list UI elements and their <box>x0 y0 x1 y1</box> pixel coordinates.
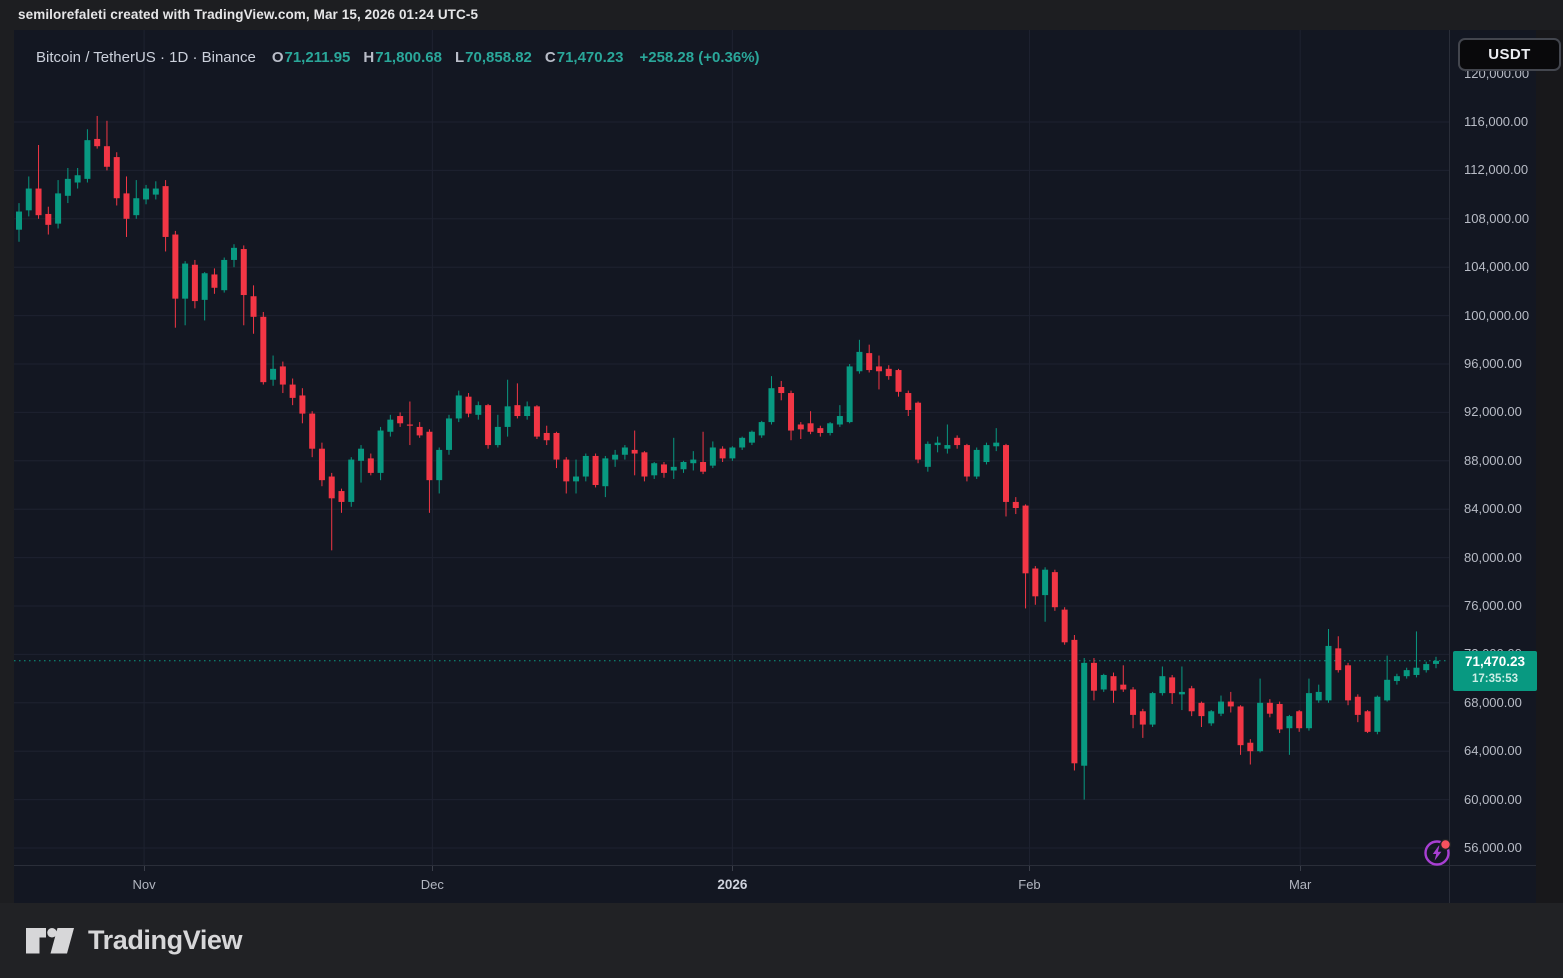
right-margin <box>1536 30 1563 903</box>
lightning-ring-icon <box>1424 840 1450 866</box>
price-axis-label: 116,000.00 <box>1464 114 1529 129</box>
current-price-badge: 71,470.23 17:35:53 <box>1453 650 1537 691</box>
currency-unit-button[interactable]: USDT <box>1458 38 1561 71</box>
price-axis-label: 56,000.00 <box>1464 840 1522 855</box>
ohlc-values: O 71,211.95 H 71,800.68 L 70,858.82 C 71,470.23 <box>272 49 624 66</box>
time-axis-tick <box>732 866 734 871</box>
time-axis-tick <box>144 866 146 871</box>
price-axis-label: 68,000.00 <box>1464 694 1522 710</box>
time-axis-label-nov: Nov <box>132 877 156 892</box>
price-axis-label: 112,000.00 <box>1464 162 1529 178</box>
current-price-value: 71,470.23 <box>1464 653 1526 669</box>
alert-dot-icon <box>1441 840 1450 849</box>
ohlc-h: H 71,800.68 <box>363 48 442 66</box>
price-axis-label: 76,000.00 <box>1464 598 1522 613</box>
attribution-bar: semilorefaleti created with TradingView.… <box>0 0 1563 30</box>
time-axis-tick <box>432 866 434 871</box>
price-axis-label: 92,000.00 <box>1464 404 1522 420</box>
price-axis-label: 60,000.00 <box>1464 791 1522 807</box>
tradingview-logo[interactable]: TradingView <box>24 925 243 956</box>
price-axis-label: 96,000.00 <box>1464 356 1522 371</box>
price-axis-label: 100,000.00 <box>1464 307 1530 323</box>
footer-bar: TradingView <box>0 903 1563 978</box>
quick-search-icon[interactable] <box>1421 836 1454 869</box>
time-axis-label-dec: Dec <box>420 877 444 892</box>
ohlc-c: C 71,470.23 <box>544 48 624 66</box>
time-axis-label-2026: 2026 <box>717 877 748 892</box>
ohlc-l: L 70,858.82 <box>454 48 532 66</box>
price-axis-label: 80,000.00 <box>1464 549 1522 565</box>
attribution-text: semilorefaleti created with TradingView.… <box>18 7 479 22</box>
time-axis-label-mar: Mar <box>1288 877 1312 892</box>
bar-countdown: 17:35:53 <box>1471 672 1519 685</box>
price-axis-label: 64,000.00 <box>1464 743 1522 759</box>
time-axis-tick <box>1029 866 1031 871</box>
time-axis-tick <box>1300 866 1302 871</box>
candlestick-chart[interactable] <box>14 30 1536 903</box>
time-axis-label-feb: Feb <box>1018 877 1041 892</box>
tradingview-logo-mark <box>26 928 74 954</box>
symbol-title[interactable]: Bitcoin / TetherUS · 1D · Binance <box>36 48 256 66</box>
price-axis[interactable]: 120,000.00 116,000.00 112,000.00 108,000.00… <box>1449 30 1536 903</box>
price-axis-label: 108,000.00 <box>1464 210 1530 226</box>
symbol-header: Bitcoin / TetherUS · 1D · Binance O 71,21… <box>36 43 760 71</box>
price-axis-label: 88,000.00 <box>1464 452 1522 468</box>
lightning-bolt-icon <box>1432 845 1442 861</box>
price-axis-label: 104,000.00 <box>1464 259 1530 275</box>
time-axis[interactable]: Nov Dec 2026 Feb Mar <box>14 865 1536 903</box>
price-change: +258.28 (+0.36%) <box>639 48 760 66</box>
price-axis-label: 84,000.00 <box>1464 501 1522 517</box>
ohlc-o: O 71,211.95 <box>271 48 351 66</box>
chart-widget: Bitcoin / TetherUS · 1D · Binance O 71,21… <box>14 30 1537 903</box>
tradingview-logo-text: TradingView <box>88 925 243 955</box>
